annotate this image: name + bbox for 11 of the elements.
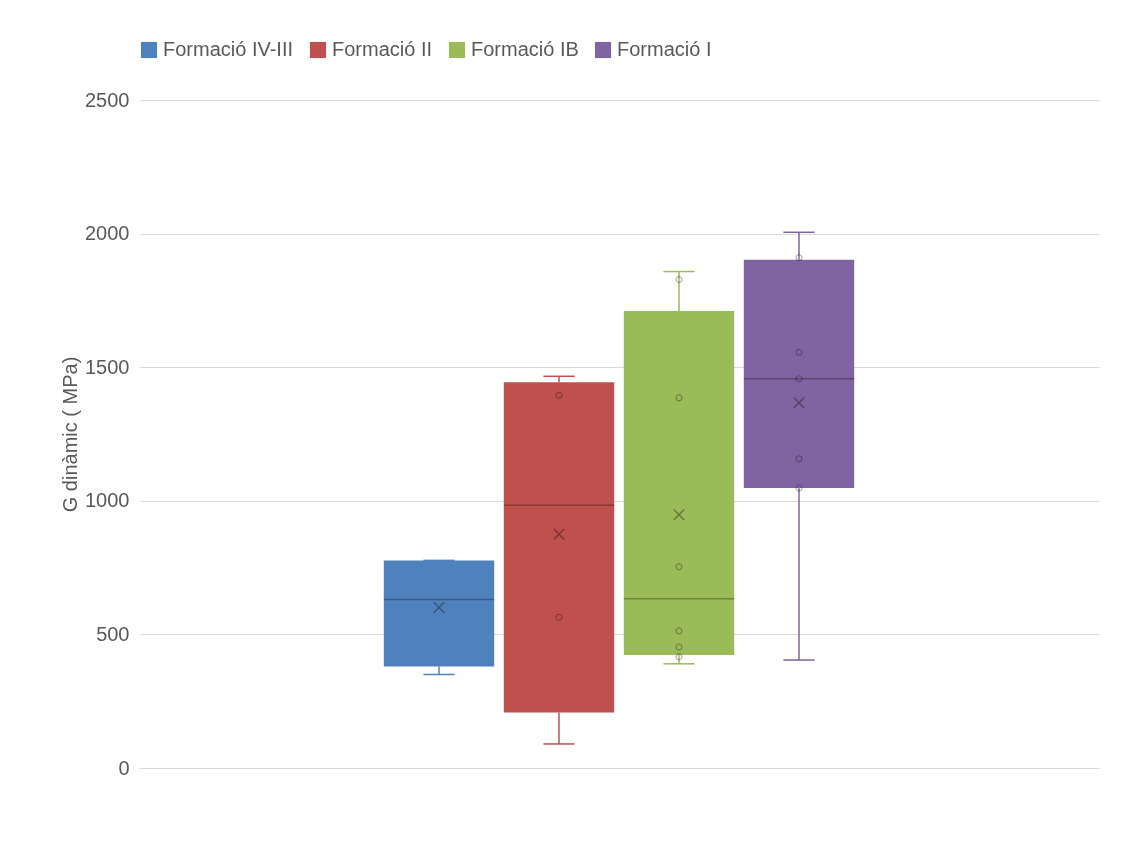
legend-label: Formació IB bbox=[471, 38, 579, 60]
y-tick-label: 1500 bbox=[85, 355, 130, 378]
y-tick-label: 2000 bbox=[85, 222, 130, 245]
y-axis-title: G dinàmic ( MPa) bbox=[59, 356, 82, 513]
y-tick-label: 2500 bbox=[85, 88, 130, 111]
legend-label: Formació II bbox=[332, 38, 433, 60]
y-tick-label: 0 bbox=[118, 756, 130, 779]
y-tick-label: 1000 bbox=[85, 489, 130, 512]
legend-label: Formació IV-III bbox=[163, 38, 294, 60]
legend-label: Formació I bbox=[617, 38, 712, 60]
y-tick-label: 500 bbox=[96, 622, 130, 645]
